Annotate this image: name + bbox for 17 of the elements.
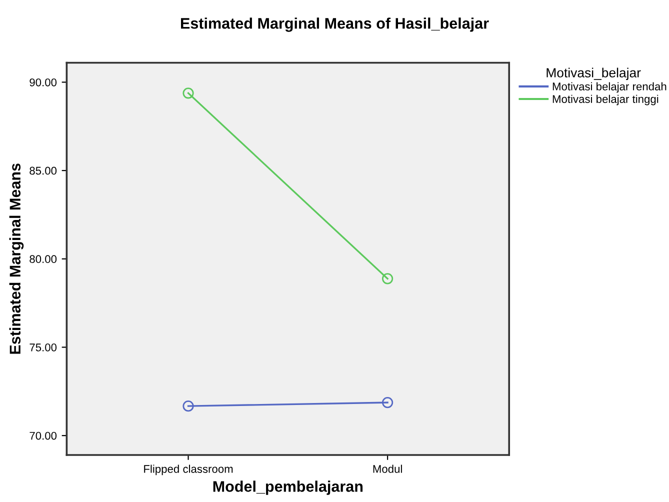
legend-label: Motivasi belajar rendah xyxy=(552,82,666,93)
y-tick-label: 70.00 xyxy=(30,432,57,440)
y-tick-label: 85.00 xyxy=(30,166,57,175)
x-tick-label: Flipped classroom xyxy=(144,464,233,476)
y-tick-label: 80.00 xyxy=(30,255,57,264)
point xyxy=(382,273,394,284)
legend-label: Motivasi belajar tinggi xyxy=(552,94,658,106)
x-tick-label: Modul xyxy=(373,464,402,473)
chart-title: Estimated Marginal Means of Hasil_belajar xyxy=(181,18,489,32)
point xyxy=(382,396,394,408)
y-tick-label: 90.00 xyxy=(30,78,57,86)
y-tick-label: 75.00 xyxy=(30,343,57,352)
point xyxy=(182,88,194,99)
x-axis-title: Model_pembelajaran xyxy=(213,480,363,495)
point xyxy=(182,400,194,412)
y-axis-title: Estimated Marginal Means xyxy=(9,164,24,354)
legend-title: Motivasi_belajar xyxy=(546,68,641,80)
